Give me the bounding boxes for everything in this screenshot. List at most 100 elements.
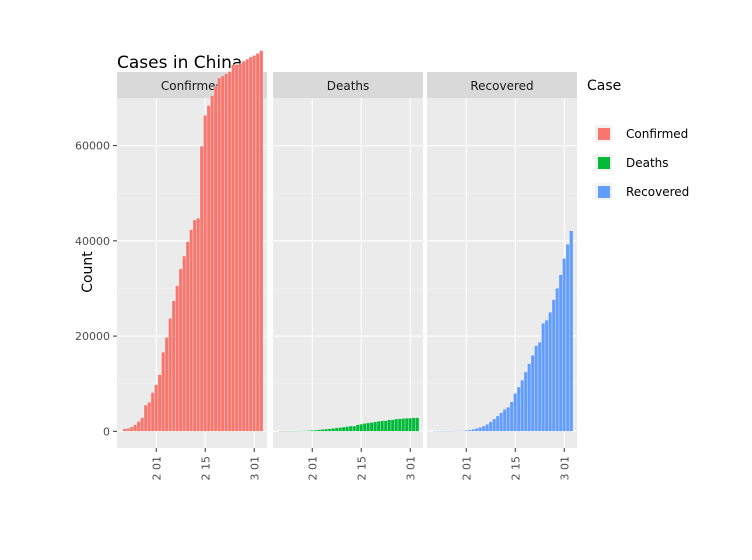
facet-panel-confirmed: Confirmed 2 01 2 15 3 01 [117,50,267,481]
bar [380,420,385,432]
legend-key-swatch [598,186,610,198]
bar [488,421,493,432]
bar [348,425,353,432]
bar [569,230,574,432]
bar [282,431,287,432]
bar [558,274,563,432]
bar [530,355,535,432]
bar [467,429,472,432]
bar [397,418,402,432]
bar [147,402,152,432]
bar [189,229,194,432]
bar [192,219,197,432]
legend-item-confirmed: Confirmed [595,125,688,142]
bar [404,418,409,432]
x-tick-label: 3 01 [248,456,261,481]
bar [259,50,264,432]
bar [548,312,553,432]
y-axis-title: Count [80,251,96,293]
bar [432,431,437,432]
y-axis: 0 20000 40000 60000 [75,140,117,438]
bar [278,431,283,432]
x-tick-label: 3 01 [404,456,417,481]
y-tick-label: 20000 [75,330,110,343]
legend-label: Confirmed [626,127,688,141]
bar [327,428,332,432]
bar [143,404,148,432]
bar [366,422,371,432]
legend: Case Confirmed Deaths Recovered [587,78,689,200]
bar [129,426,134,432]
bar [241,60,246,432]
bar [331,428,336,432]
bar [544,319,549,432]
bar [359,423,364,432]
bar [168,318,173,432]
bar [443,430,448,432]
bar [460,430,465,432]
bar [502,409,507,432]
bar [481,425,486,432]
bar [338,427,343,432]
bar [178,268,183,432]
x-tick-label: 2 01 [306,456,319,481]
bar [154,384,159,432]
bar [185,241,190,432]
bar [234,64,239,432]
bar [213,86,218,432]
bar [450,430,455,432]
bar [562,258,567,432]
bar [157,374,162,432]
legend-label: Deaths [626,156,669,170]
bar [182,255,187,432]
bar [196,218,201,432]
panel-background [273,98,423,448]
bar [220,75,225,432]
bar [565,244,570,432]
bar [509,401,514,432]
bar [245,58,250,432]
x-tick-label: 2 15 [199,456,212,481]
legend-item-recovered: Recovered [595,183,689,200]
legend-item-deaths: Deaths [595,154,669,171]
bar [199,145,204,432]
legend-key-swatch [598,157,610,169]
bar [390,419,395,432]
bar [446,430,451,432]
bar [401,418,406,432]
bar [345,426,350,432]
bar [164,337,169,432]
bar [352,425,357,432]
bar [136,421,141,432]
bar [324,428,329,432]
bar [516,386,521,432]
legend-title: Case [587,78,621,94]
bar [555,288,560,432]
bar [175,285,180,432]
bar [126,428,131,432]
bar [296,430,301,432]
bar [289,430,294,432]
bar [408,417,413,432]
bar [227,71,232,432]
bar [217,77,222,432]
facet-panel-recovered: Recovered 2 01 2 15 3 01 [427,72,577,481]
bar [394,418,399,432]
bar [373,421,378,432]
x-tick-label: 2 01 [150,456,163,481]
bar [255,53,260,432]
facet-strip [273,72,423,98]
bar [341,426,346,432]
bar [534,345,539,432]
bar [485,424,490,432]
bar [387,419,392,432]
bar [457,430,462,432]
bar [133,424,138,432]
bar [513,393,518,432]
bar [313,429,318,432]
chart-title: Cases in China [117,53,242,73]
facet-strip-label: Deaths [327,79,370,93]
legend-key-swatch [598,128,610,140]
bar [439,430,444,432]
